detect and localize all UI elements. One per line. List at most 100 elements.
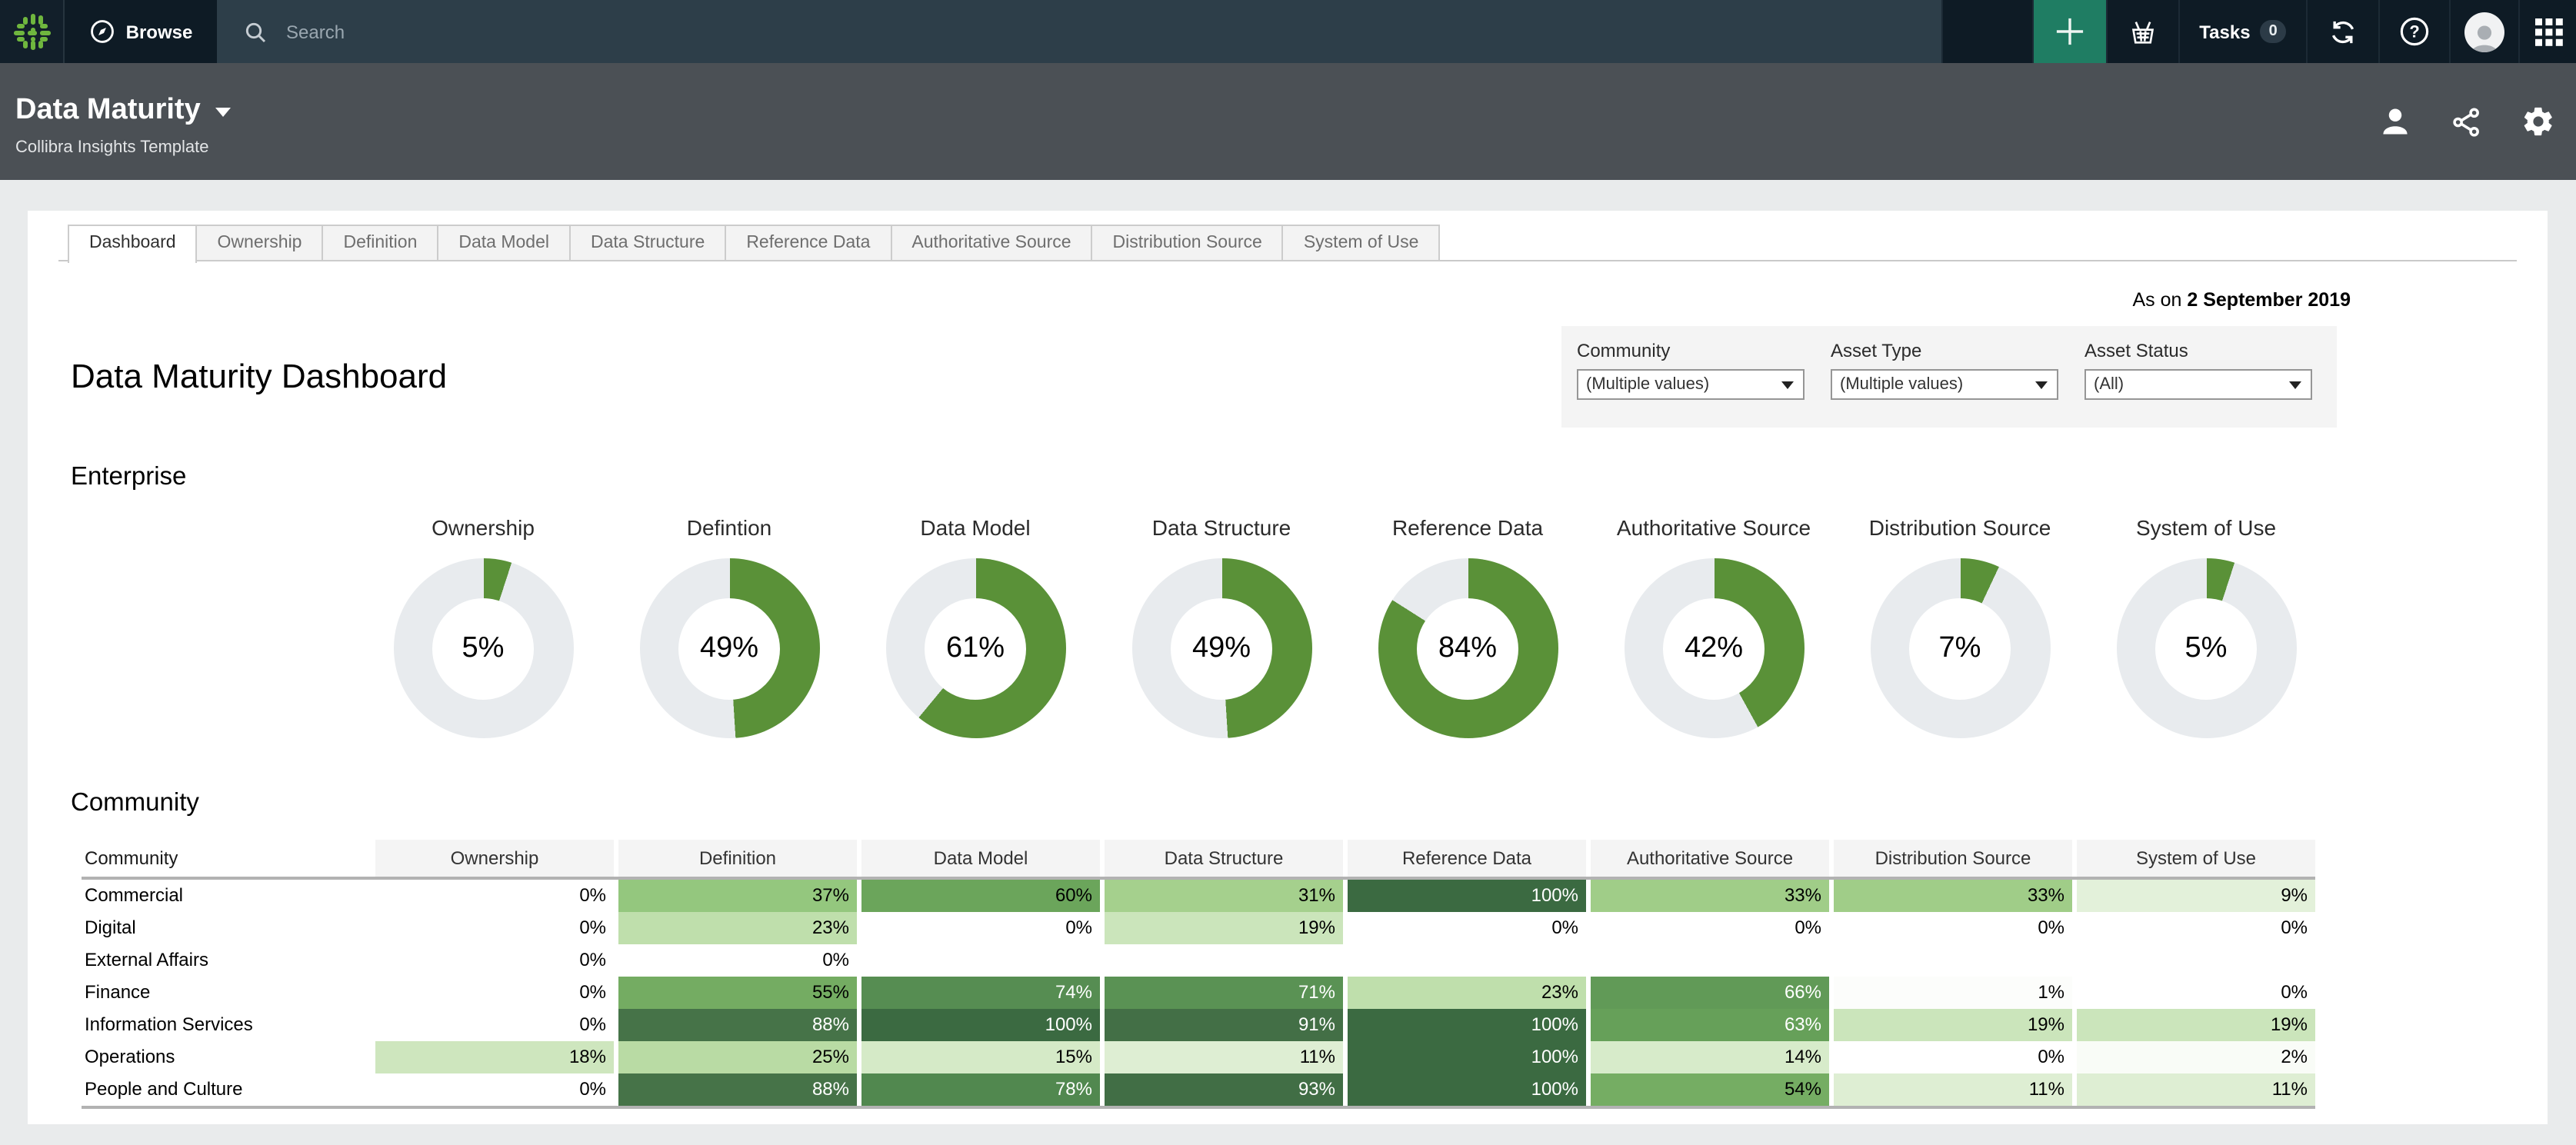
page-subtitle: Collibra Insights Template — [15, 138, 209, 156]
heat-cell-information-services-data-structure: 91% — [1105, 1009, 1343, 1041]
heat-cell-commercial-data-structure: 31% — [1105, 880, 1343, 912]
settings-button[interactable] — [2521, 105, 2555, 138]
heat-cell-digital-distribution-source: 0% — [2038, 917, 2064, 938]
owner-button[interactable] — [2378, 105, 2412, 138]
create-button[interactable] — [2032, 0, 2106, 63]
page-title: Data Maturity — [15, 93, 201, 125]
donut-chart: 61% — [885, 558, 1065, 738]
donut-label: System of Use — [2135, 515, 2277, 540]
heat-cell-commercial-data-model: 60% — [861, 880, 1100, 912]
donut-label: Data Structure — [1151, 515, 1291, 540]
as-of-value: 2 September 2019 — [2187, 289, 2351, 311]
heat-cell-information-services-authoritative-source: 63% — [1591, 1009, 1829, 1041]
heat-cell-information-services-system-of-use: 19% — [2077, 1009, 2315, 1041]
donut-system-of-use: System of Use 5% — [2083, 515, 2329, 738]
tab-data-model[interactable]: Data Model — [437, 225, 571, 261]
heat-cell-external-affairs-ownership: 0% — [579, 949, 606, 970]
row-label-finance: Finance — [85, 981, 151, 1003]
filter-asset-type-value: (Multiple values) — [1840, 375, 1964, 394]
tab-system-of-use[interactable]: System of Use — [1281, 225, 1441, 261]
column-header-community: Community — [82, 840, 371, 877]
heat-cell-operations-data-structure: 11% — [1105, 1041, 1343, 1073]
donut-value: 5% — [2155, 597, 2257, 699]
heat-cell-digital-ownership: 0% — [579, 917, 606, 938]
tab-distribution-source[interactable]: Distribution Source — [1091, 225, 1284, 261]
filter-asset-status: Asset Status (All) — [2084, 340, 2312, 428]
heat-cell-external-affairs-data-structure — [1105, 944, 1343, 977]
heat-cell-digital-data-structure: 19% — [1105, 912, 1343, 944]
heat-cell-people-and-culture-data-structure: 93% — [1105, 1073, 1343, 1106]
donut-value: 84% — [1417, 597, 1518, 699]
compass-icon — [90, 20, 114, 43]
heat-cell-information-services-distribution-source: 19% — [1834, 1009, 2072, 1041]
profile-button[interactable] — [2449, 0, 2518, 63]
column-header-reference-data: Reference Data — [1348, 840, 1586, 877]
donut-chart: 42% — [1624, 558, 1804, 738]
person-icon — [2383, 108, 2408, 135]
filter-asset-type-select[interactable]: (Multiple values) — [1831, 369, 2058, 400]
tab-definition[interactable]: Definition — [322, 225, 439, 261]
donut-value: 5% — [432, 597, 534, 699]
column-header-system-of-use: System of Use — [2077, 840, 2315, 877]
donut-label: Distribution Source — [1868, 515, 2051, 540]
heat-cell-information-services-data-model: 100% — [861, 1009, 1100, 1041]
browse-label: Browse — [125, 21, 193, 42]
tab-strip: Dashboard Ownership Definition Data Model Da… — [58, 225, 2517, 263]
heat-cell-people-and-culture-data-model: 78% — [861, 1073, 1100, 1106]
user-avatar — [2464, 12, 2504, 52]
row-label-commercial: Commercial — [85, 884, 184, 906]
app-grid-icon — [2534, 18, 2562, 45]
heat-cell-people-and-culture-ownership: 0% — [579, 1078, 606, 1100]
heat-cell-external-affairs-data-model — [861, 944, 1100, 977]
heat-cell-operations-reference-data: 100% — [1348, 1041, 1586, 1073]
heat-cell-information-services-reference-data: 100% — [1348, 1009, 1586, 1041]
filter-community-label: Community — [1577, 340, 1671, 361]
share-button[interactable] — [2451, 105, 2483, 138]
apps-menu-button[interactable] — [2518, 0, 2576, 63]
tab-data-structure[interactable]: Data Structure — [569, 225, 727, 261]
column-header-data-structure: Data Structure — [1105, 840, 1343, 877]
basket-button[interactable] — [2106, 0, 2178, 63]
header-divider — [82, 877, 2315, 880]
heat-cell-external-affairs-reference-data — [1348, 944, 1586, 977]
tasks-label: Tasks — [2199, 21, 2251, 42]
donut-chart: 49% — [639, 558, 819, 738]
help-button[interactable]: ? — [2378, 0, 2449, 63]
row-label-information-services: Information Services — [85, 1014, 253, 1035]
donut-ownership: Ownership 5% — [360, 515, 606, 738]
community-table: Community Ownership Definition Data Model Da… — [82, 840, 2315, 1109]
dashboard-title: Data Maturity Dashboard — [71, 357, 448, 395]
donut-row: Ownership 5% Defintion 49% Data Model 61% Data… — [360, 515, 2329, 738]
heat-cell-operations-authoritative-source: 14% — [1591, 1041, 1829, 1073]
tab-authoritative-source[interactable]: Authoritative Source — [890, 225, 1093, 261]
tab-reference-data[interactable]: Reference Data — [725, 225, 892, 261]
search-input[interactable]: Search — [217, 0, 1941, 63]
shopping-basket-icon — [2131, 21, 2154, 43]
heat-cell-finance-ownership: 0% — [579, 981, 606, 1003]
sync-button[interactable] — [2306, 0, 2378, 63]
heat-cell-operations-data-model: 15% — [861, 1041, 1100, 1073]
page-background: Dashboard Ownership Definition Data Model Da… — [0, 180, 2576, 1145]
heat-cell-digital-definition: 23% — [618, 912, 857, 944]
collibra-logo[interactable] — [0, 0, 63, 63]
tab-dashboard[interactable]: Dashboard — [68, 225, 198, 263]
sync-arrows-icon — [2331, 20, 2354, 43]
tasks-button[interactable]: Tasks 0 — [2178, 0, 2306, 63]
filter-community-select[interactable]: (Multiple values) — [1577, 369, 1805, 400]
donut-chart: 7% — [1870, 558, 2050, 738]
donut-value: 49% — [1171, 597, 1272, 699]
svg-text:?: ? — [2409, 22, 2419, 42]
tab-ownership[interactable]: Ownership — [195, 225, 324, 261]
heat-cell-external-affairs-definition: 0% — [822, 949, 849, 970]
filter-asset-status-select[interactable]: (All) — [2084, 369, 2312, 400]
enterprise-heading: Enterprise — [71, 463, 187, 491]
heat-cell-information-services-definition: 88% — [618, 1009, 857, 1041]
heat-cell-operations-definition: 25% — [618, 1041, 857, 1073]
table-bottom-divider — [82, 1106, 2315, 1109]
heat-cell-people-and-culture-definition: 88% — [618, 1073, 857, 1106]
community-heading: Community — [71, 789, 199, 817]
page-title-menu[interactable]: Data Maturity — [15, 93, 232, 127]
browse-button[interactable]: Browse — [63, 0, 217, 63]
column-header-authoritative-source: Authoritative Source — [1591, 840, 1829, 877]
